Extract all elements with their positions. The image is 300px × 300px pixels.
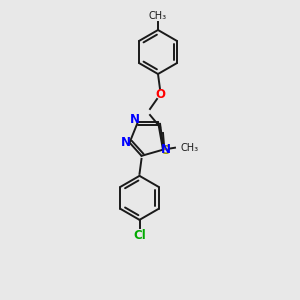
Text: CH₃: CH₃ (149, 11, 167, 21)
Text: N: N (121, 136, 130, 149)
Text: CH₃: CH₃ (181, 143, 199, 153)
Text: N: N (130, 113, 140, 126)
Text: Cl: Cl (133, 229, 146, 242)
Text: N: N (161, 143, 171, 156)
Text: O: O (155, 88, 165, 100)
Text: S: S (161, 143, 169, 157)
